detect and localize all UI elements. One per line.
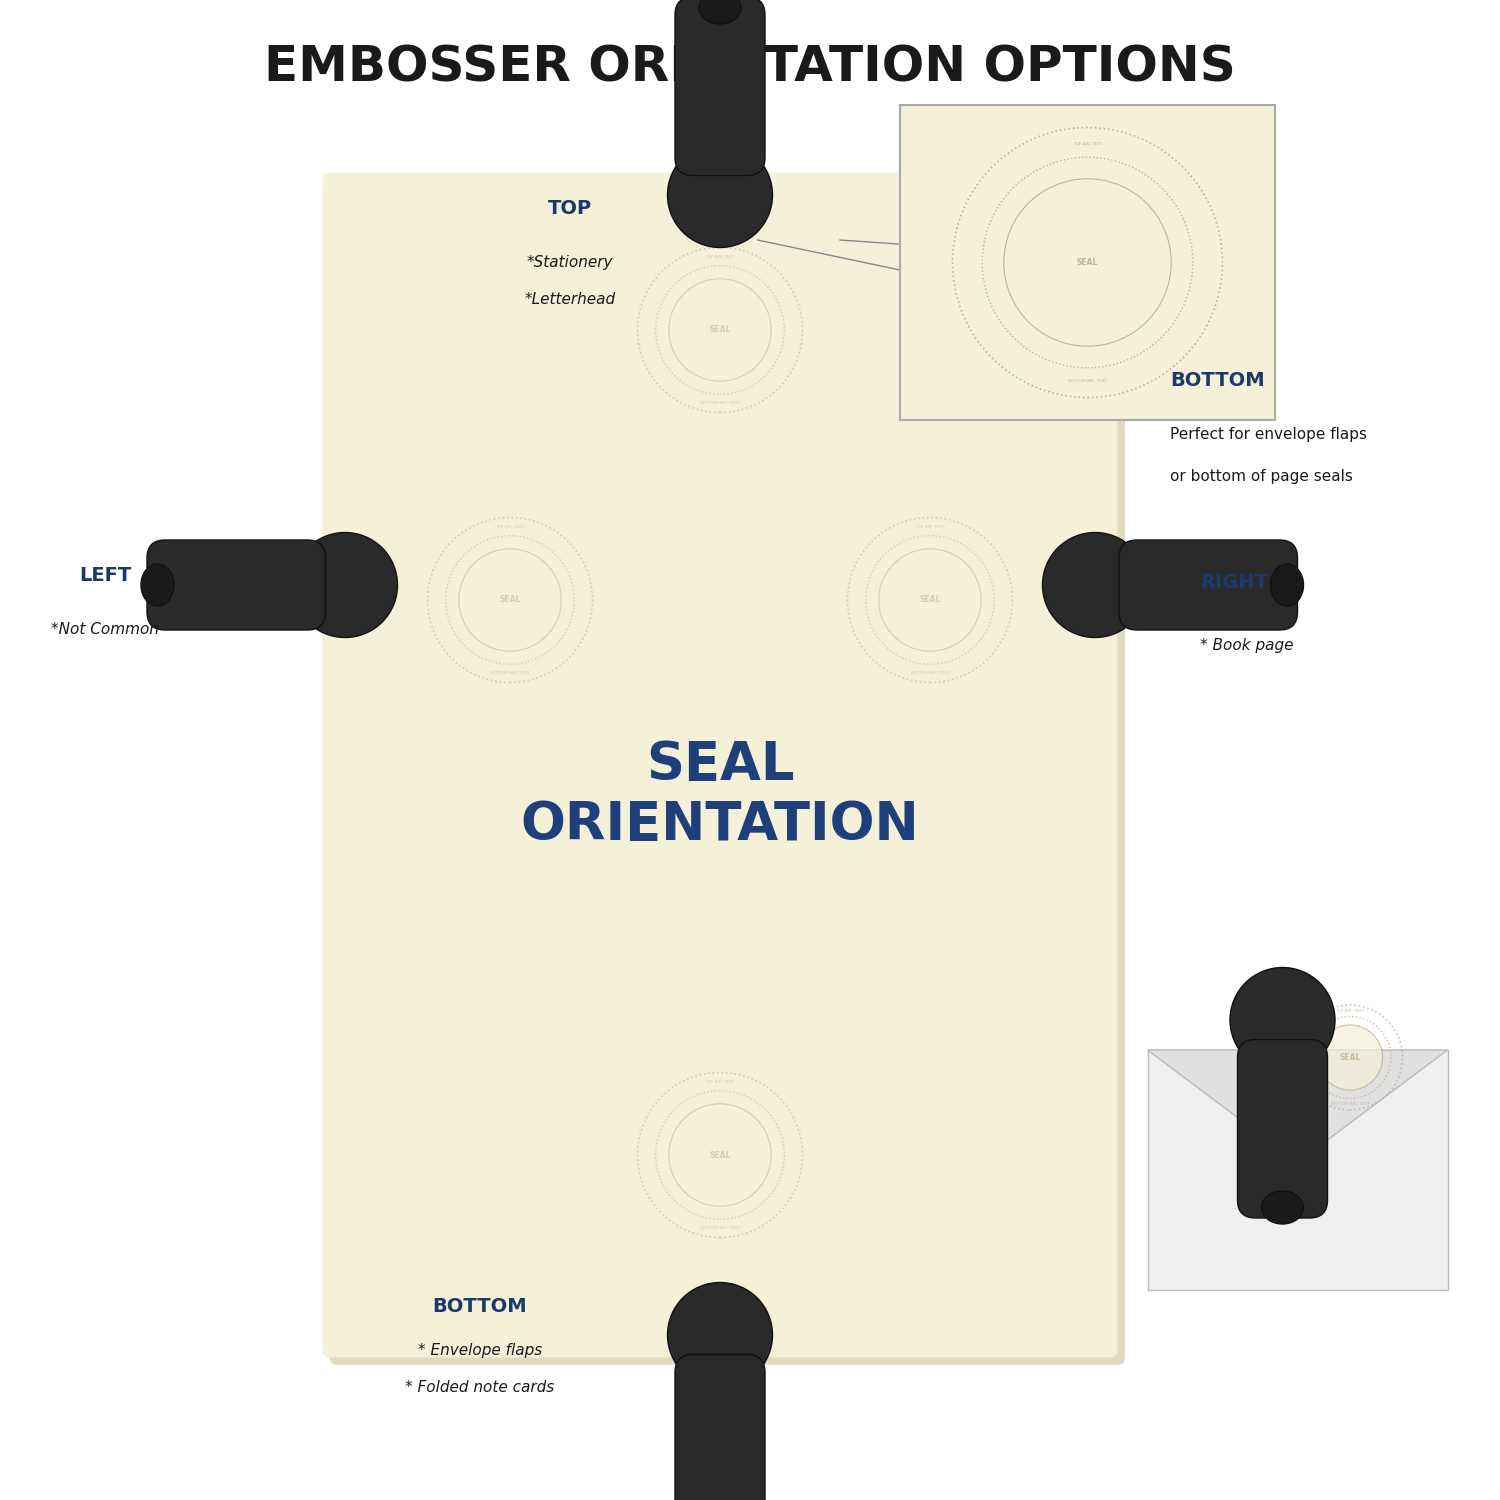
Text: TOP ARC TEXT: TOP ARC TEXT: [915, 525, 945, 530]
Text: EMBOSSER ORIENTATION OPTIONS: EMBOSSER ORIENTATION OPTIONS: [264, 44, 1236, 92]
Ellipse shape: [141, 564, 174, 606]
Circle shape: [879, 549, 981, 651]
Text: BOTTOM ARC TEXT: BOTTOM ARC TEXT: [910, 670, 950, 675]
Text: Perfect for envelope flaps: Perfect for envelope flaps: [1170, 427, 1366, 442]
Text: SEAL: SEAL: [1340, 1053, 1360, 1062]
FancyBboxPatch shape: [900, 105, 1275, 420]
Text: TOP: TOP: [548, 198, 592, 217]
Text: TOP ARC TEXT: TOP ARC TEXT: [1072, 141, 1102, 146]
Text: TOP ARC TEXT: TOP ARC TEXT: [1335, 1010, 1365, 1014]
FancyBboxPatch shape: [1119, 540, 1298, 630]
Text: *Not Common: *Not Common: [51, 622, 159, 638]
Text: SEAL: SEAL: [500, 596, 520, 604]
Ellipse shape: [1262, 1191, 1304, 1224]
Text: SEAL
ORIENTATION: SEAL ORIENTATION: [520, 740, 920, 850]
Text: or bottom of page seals: or bottom of page seals: [1170, 470, 1353, 484]
Text: BOTTOM ARC TEXT: BOTTOM ARC TEXT: [1330, 1101, 1370, 1106]
Circle shape: [459, 549, 561, 651]
Ellipse shape: [1270, 564, 1304, 606]
FancyBboxPatch shape: [322, 172, 1118, 1358]
Text: BOTTOM ARC TEXT: BOTTOM ARC TEXT: [490, 670, 530, 675]
FancyBboxPatch shape: [147, 540, 326, 630]
Text: * Envelope flaps: * Envelope flaps: [419, 1342, 542, 1358]
Circle shape: [1317, 1024, 1383, 1090]
Circle shape: [668, 142, 772, 248]
Text: *Stationery: *Stationery: [526, 255, 614, 270]
Circle shape: [1004, 178, 1172, 346]
Text: BOTTOM ARC TEXT: BOTTOM ARC TEXT: [1068, 380, 1107, 384]
Text: BOTTOM ARC TEXT: BOTTOM ARC TEXT: [700, 400, 740, 405]
Text: SEAL: SEAL: [710, 1150, 730, 1160]
Text: * Book page: * Book page: [1200, 638, 1293, 652]
Text: BOTTOM: BOTTOM: [432, 1298, 528, 1317]
Polygon shape: [1148, 1050, 1448, 1162]
Text: SEAL: SEAL: [1077, 258, 1098, 267]
FancyBboxPatch shape: [1148, 1050, 1448, 1290]
Text: BOTTOM: BOTTOM: [1170, 370, 1264, 390]
Circle shape: [292, 532, 398, 638]
Circle shape: [669, 279, 771, 381]
Text: * Folded note cards: * Folded note cards: [405, 1380, 555, 1395]
Text: BOTTOM ARC TEXT: BOTTOM ARC TEXT: [700, 1226, 740, 1230]
Circle shape: [669, 1104, 771, 1206]
Text: SEAL: SEAL: [920, 596, 940, 604]
Circle shape: [1042, 532, 1148, 638]
Circle shape: [1230, 968, 1335, 1072]
Circle shape: [668, 1282, 772, 1388]
Text: LEFT: LEFT: [80, 566, 130, 585]
FancyBboxPatch shape: [1238, 1040, 1328, 1218]
FancyBboxPatch shape: [675, 1354, 765, 1500]
Text: *Letterhead: *Letterhead: [525, 292, 615, 308]
Text: TOP ARC TEXT: TOP ARC TEXT: [705, 1080, 735, 1084]
Text: RIGHT: RIGHT: [1200, 573, 1268, 592]
Text: SEAL: SEAL: [710, 326, 730, 334]
Ellipse shape: [699, 0, 741, 24]
Text: TOP ARC TEXT: TOP ARC TEXT: [705, 255, 735, 260]
FancyBboxPatch shape: [675, 0, 765, 176]
FancyBboxPatch shape: [330, 180, 1125, 1365]
Text: TOP ARC TEXT: TOP ARC TEXT: [495, 525, 525, 530]
